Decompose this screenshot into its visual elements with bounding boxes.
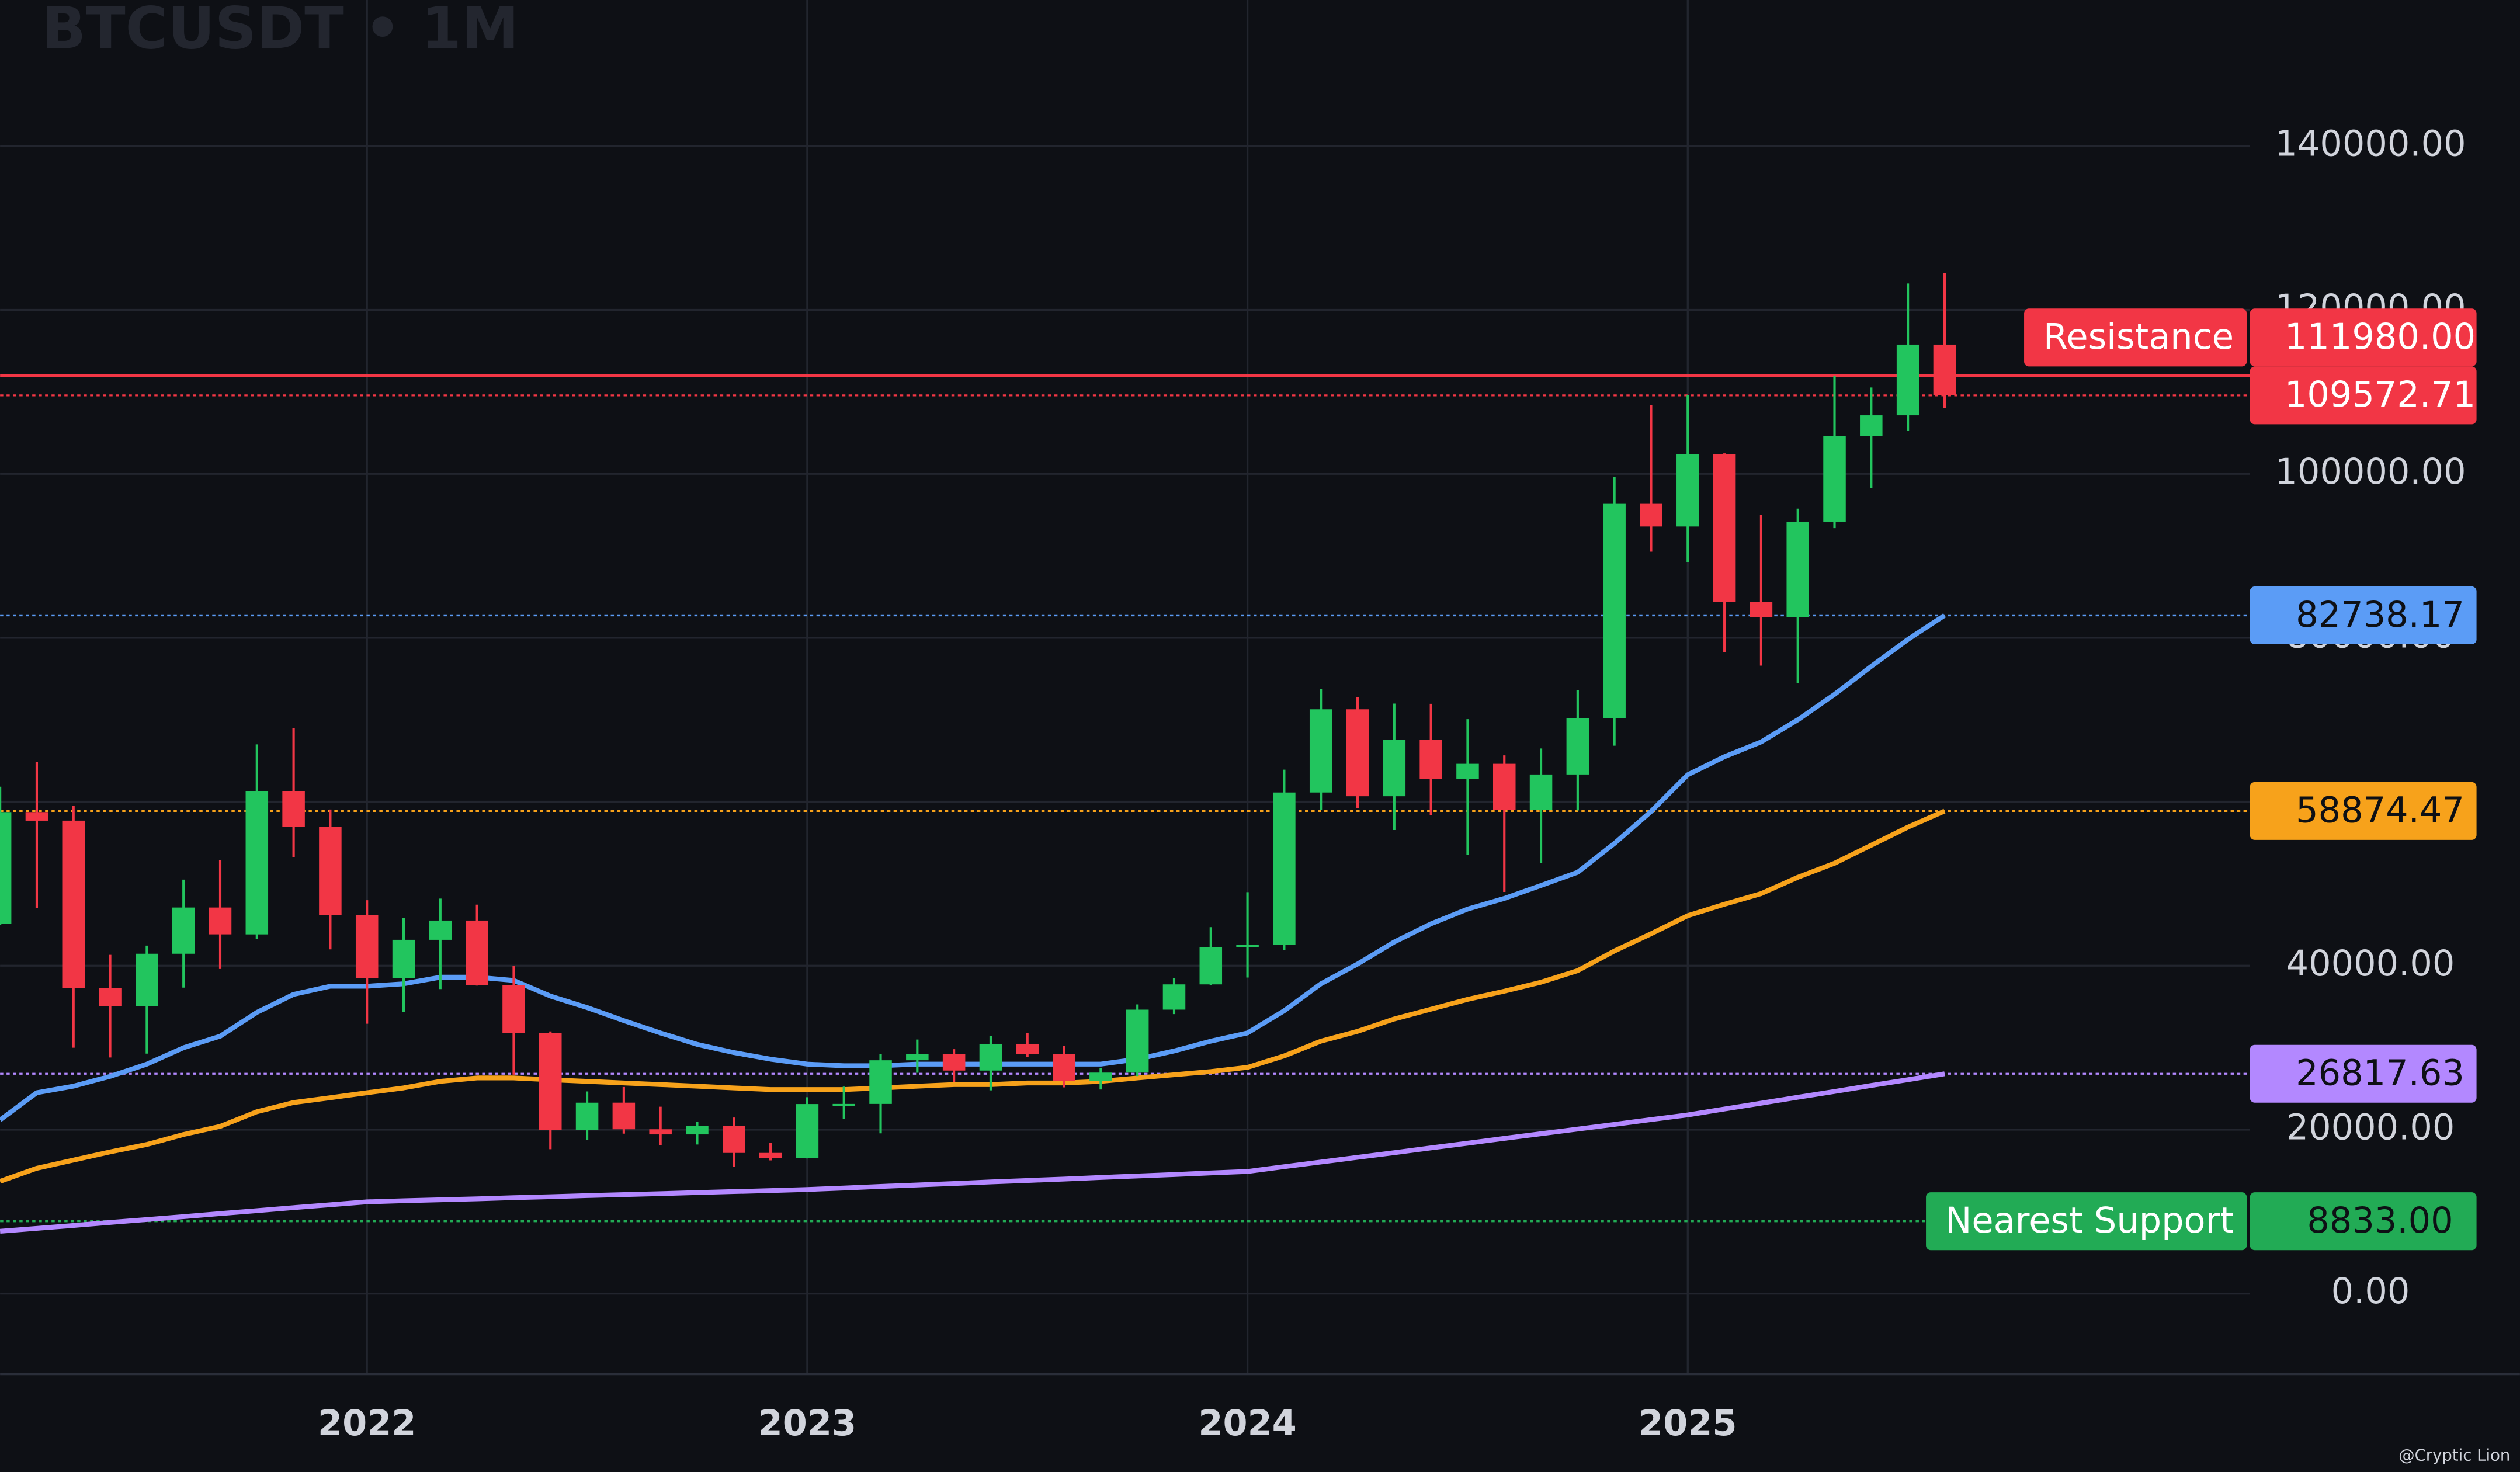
candle-body — [1933, 344, 1956, 395]
candle-body — [25, 812, 48, 821]
price-badge-label: 82738.17 — [2296, 595, 2465, 636]
candle-body — [502, 985, 525, 1033]
watermark: @Cryptic Lion — [2398, 1446, 2510, 1464]
price-badge-label: 58874.47 — [2296, 790, 2465, 831]
candle-body — [1199, 947, 1223, 985]
candle-body — [1016, 1043, 1039, 1054]
price-badge — [2250, 782, 2477, 840]
candle-body — [0, 812, 12, 924]
candle-body — [575, 1102, 599, 1130]
candle-body — [1383, 740, 1406, 797]
candle-body — [466, 920, 488, 985]
candle-body — [539, 1033, 562, 1130]
candle-body — [1273, 792, 1296, 945]
candle-body — [1823, 436, 1846, 522]
candle-body — [1456, 763, 1479, 779]
candle-body — [1896, 344, 1919, 416]
candle-body — [1162, 984, 1186, 1010]
candle-body — [1713, 454, 1736, 602]
moving-average — [0, 613, 1946, 1122]
candle-body — [245, 791, 269, 935]
candle-body — [1603, 503, 1626, 718]
y-tick-label: 0.00 — [2331, 1271, 2410, 1312]
price-badge-label: 111980.00 — [2285, 317, 2476, 357]
level-label: Nearest Support — [1945, 1200, 2234, 1241]
candle-body — [392, 939, 415, 978]
y-tick-label: 40000.00 — [2286, 943, 2455, 984]
candle-body — [1053, 1054, 1075, 1081]
candle-body — [1309, 709, 1332, 793]
candle-body — [686, 1126, 709, 1135]
candle-body — [282, 791, 305, 827]
x-tick-label: 2025 — [1639, 1403, 1737, 1444]
moving-average — [0, 808, 1946, 1184]
y-tick-label: 140000.00 — [2275, 123, 2466, 164]
price-badge — [2250, 1044, 2477, 1103]
candle-body — [1860, 415, 1883, 436]
level-label: Resistance — [2043, 317, 2234, 357]
candle-body — [1089, 1072, 1112, 1081]
price-badge — [2250, 308, 2477, 367]
candle-body — [209, 907, 232, 935]
moving-average — [0, 1071, 1945, 1234]
candle-body — [62, 820, 85, 988]
chart-title: BTCUSDT • 1M — [42, 0, 519, 62]
y-tick-label: 100000.00 — [2275, 452, 2466, 492]
candle-body — [796, 1104, 819, 1158]
candle-body — [1676, 454, 1699, 527]
candle-body — [832, 1103, 855, 1106]
candle-body — [1492, 763, 1516, 810]
candle-body — [429, 920, 452, 940]
candle-body — [612, 1102, 636, 1130]
candle-body — [1640, 503, 1662, 527]
candle-body — [869, 1060, 892, 1104]
candle-body — [979, 1043, 1002, 1071]
price-badge-label: 8833.00 — [2307, 1200, 2453, 1241]
candle-body — [1346, 709, 1369, 797]
candle-body — [649, 1129, 672, 1135]
price-badge-label: 26817.63 — [2296, 1053, 2465, 1094]
price-badge — [2250, 1192, 2477, 1251]
candle-body — [99, 988, 122, 1006]
candle-body — [1126, 1009, 1149, 1073]
x-tick-label: 2022 — [318, 1403, 416, 1444]
candle-body — [172, 907, 195, 954]
candle-body — [1566, 718, 1589, 775]
candle-body — [1419, 740, 1442, 779]
candle-body — [1786, 521, 1809, 617]
candle-body — [1750, 602, 1773, 617]
price-badge-label: 109572.71 — [2285, 374, 2476, 415]
axis: 0.0020000.0040000.0060000.0080000.001000… — [0, 123, 2520, 1444]
candle-body — [1529, 774, 1553, 810]
candle-body — [1236, 945, 1259, 947]
candle-body — [906, 1054, 929, 1061]
level-label-badge — [2024, 308, 2247, 367]
candle-body — [759, 1152, 782, 1158]
plot — [0, 273, 2250, 1234]
price-badge — [2250, 586, 2477, 644]
candle-body — [355, 915, 379, 978]
candle-body — [319, 827, 342, 915]
candle-body — [723, 1126, 745, 1153]
level-label-badge — [1926, 1192, 2247, 1251]
x-tick-label: 2023 — [758, 1403, 856, 1444]
y-tick-label: 20000.00 — [2286, 1108, 2455, 1148]
x-tick-label: 2024 — [1198, 1403, 1296, 1444]
candle-body — [942, 1054, 966, 1071]
candle-body — [136, 953, 158, 1006]
price-badge — [2250, 366, 2477, 425]
